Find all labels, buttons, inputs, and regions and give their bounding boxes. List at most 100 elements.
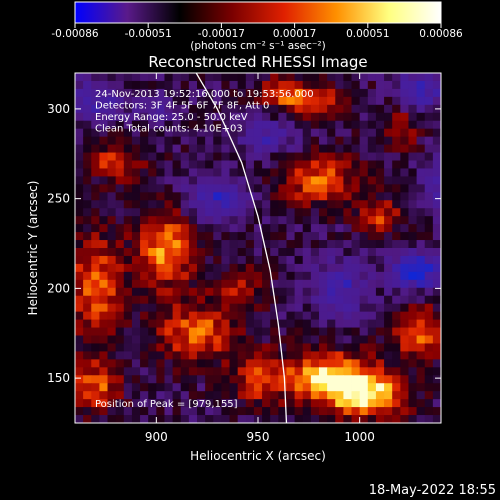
heatmap-cell xyxy=(432,271,441,281)
heatmap-cell xyxy=(205,367,214,376)
heatmap-cell xyxy=(375,359,385,368)
heatmap-cell xyxy=(424,80,434,90)
heatmap-cell xyxy=(237,407,247,416)
heatmap-cell xyxy=(245,375,255,384)
heatmap-cell xyxy=(400,335,409,344)
heatmap-cell xyxy=(262,303,271,313)
heatmap-cell xyxy=(75,240,84,249)
heatmap-cell xyxy=(302,391,312,400)
heatmap-cell xyxy=(278,208,287,217)
heatmap-cell xyxy=(416,327,426,336)
heatmap-cell xyxy=(237,303,247,313)
heatmap-cell xyxy=(286,80,295,90)
heatmap-cell xyxy=(327,263,336,273)
heatmap-cell xyxy=(319,295,328,305)
heatmap-cell xyxy=(375,287,385,297)
heatmap-cell xyxy=(188,335,198,344)
heatmap-cell xyxy=(351,176,361,185)
heatmap-cell xyxy=(310,224,320,233)
heatmap-cell xyxy=(351,112,361,122)
heatmap-cell xyxy=(310,88,320,98)
heatmap-cell xyxy=(262,80,271,90)
heatmap-cell xyxy=(245,232,255,241)
heatmap-cell xyxy=(294,224,304,233)
heatmap-cell xyxy=(310,255,320,265)
heatmap-cell xyxy=(83,160,92,169)
heatmap-cell xyxy=(164,407,173,416)
heatmap-cell xyxy=(148,192,157,201)
heatmap-cell xyxy=(131,192,141,201)
heatmap-cell xyxy=(302,343,312,352)
heatmap-cell xyxy=(278,120,287,130)
heatmap-cell xyxy=(319,271,328,281)
heatmap-cell xyxy=(164,375,173,384)
heatmap-cell xyxy=(359,295,369,305)
heatmap-cell xyxy=(343,128,352,138)
heatmap-cell xyxy=(335,200,344,209)
heatmap-cell xyxy=(91,224,100,233)
heatmap-cell xyxy=(180,112,190,122)
heatmap-cell xyxy=(351,311,361,320)
heatmap-cell xyxy=(392,88,401,98)
heatmap-cell xyxy=(319,327,328,336)
heatmap-cell xyxy=(359,383,369,392)
heatmap-cell xyxy=(270,351,279,360)
heatmap-cell xyxy=(375,240,385,249)
heatmap-cell xyxy=(351,383,361,392)
heatmap-cell xyxy=(172,80,182,90)
heatmap-cell xyxy=(343,80,352,90)
heatmap-cell xyxy=(213,144,222,153)
heatmap-cell xyxy=(286,407,295,416)
heatmap-cell xyxy=(229,287,239,297)
heatmap-cell xyxy=(75,184,84,193)
heatmap-cell xyxy=(107,232,117,241)
heatmap-cell xyxy=(83,136,92,145)
heatmap-cell xyxy=(262,240,271,249)
heatmap-cell xyxy=(310,407,320,416)
heatmap-cell xyxy=(375,343,385,352)
heatmap-cell xyxy=(131,144,141,153)
heatmap-cell xyxy=(164,160,173,169)
heatmap-cell xyxy=(432,319,441,328)
heatmap-cell xyxy=(367,160,377,169)
heatmap-cell xyxy=(270,367,279,376)
heatmap-cell xyxy=(156,224,165,233)
heatmap-cell xyxy=(294,287,304,297)
heatmap-cell xyxy=(310,192,320,201)
heatmap-cell xyxy=(367,240,377,249)
heatmap-cell xyxy=(131,104,141,114)
heatmap-cell xyxy=(213,160,222,169)
heatmap-cell xyxy=(327,96,336,106)
heatmap-cell xyxy=(294,248,304,257)
heatmap-cell xyxy=(302,104,312,114)
heatmap-cell xyxy=(99,383,108,392)
heatmap-cell xyxy=(286,216,295,225)
heatmap-cell xyxy=(270,208,279,217)
heatmap-cell xyxy=(205,200,214,209)
heatmap-cell xyxy=(270,216,279,225)
heatmap-cell xyxy=(172,248,182,257)
heatmap-cell xyxy=(286,168,295,177)
heatmap-cell xyxy=(408,96,417,106)
heatmap-cell xyxy=(91,200,100,209)
heatmap-cell xyxy=(188,303,198,313)
heatmap-cell xyxy=(221,407,230,416)
heatmap-cell xyxy=(253,335,263,344)
heatmap-cell xyxy=(384,367,393,376)
heatmap-cell xyxy=(229,375,239,384)
heatmap-cell xyxy=(253,263,263,273)
heatmap-cell xyxy=(294,311,304,320)
heatmap-cell xyxy=(148,160,157,169)
heatmap-cell xyxy=(205,136,214,145)
heatmap-cell xyxy=(237,192,247,201)
heatmap-cell xyxy=(408,176,417,185)
heatmap-cell xyxy=(221,375,230,384)
heatmap-cell xyxy=(351,375,361,384)
heatmap-cell xyxy=(367,367,377,376)
heatmap-cell xyxy=(140,367,149,376)
heatmap-cell xyxy=(335,184,344,193)
heatmap-cell xyxy=(197,200,206,209)
heatmap-cell xyxy=(294,383,304,392)
heatmap-cell xyxy=(180,232,190,241)
heatmap-cell xyxy=(400,240,409,249)
